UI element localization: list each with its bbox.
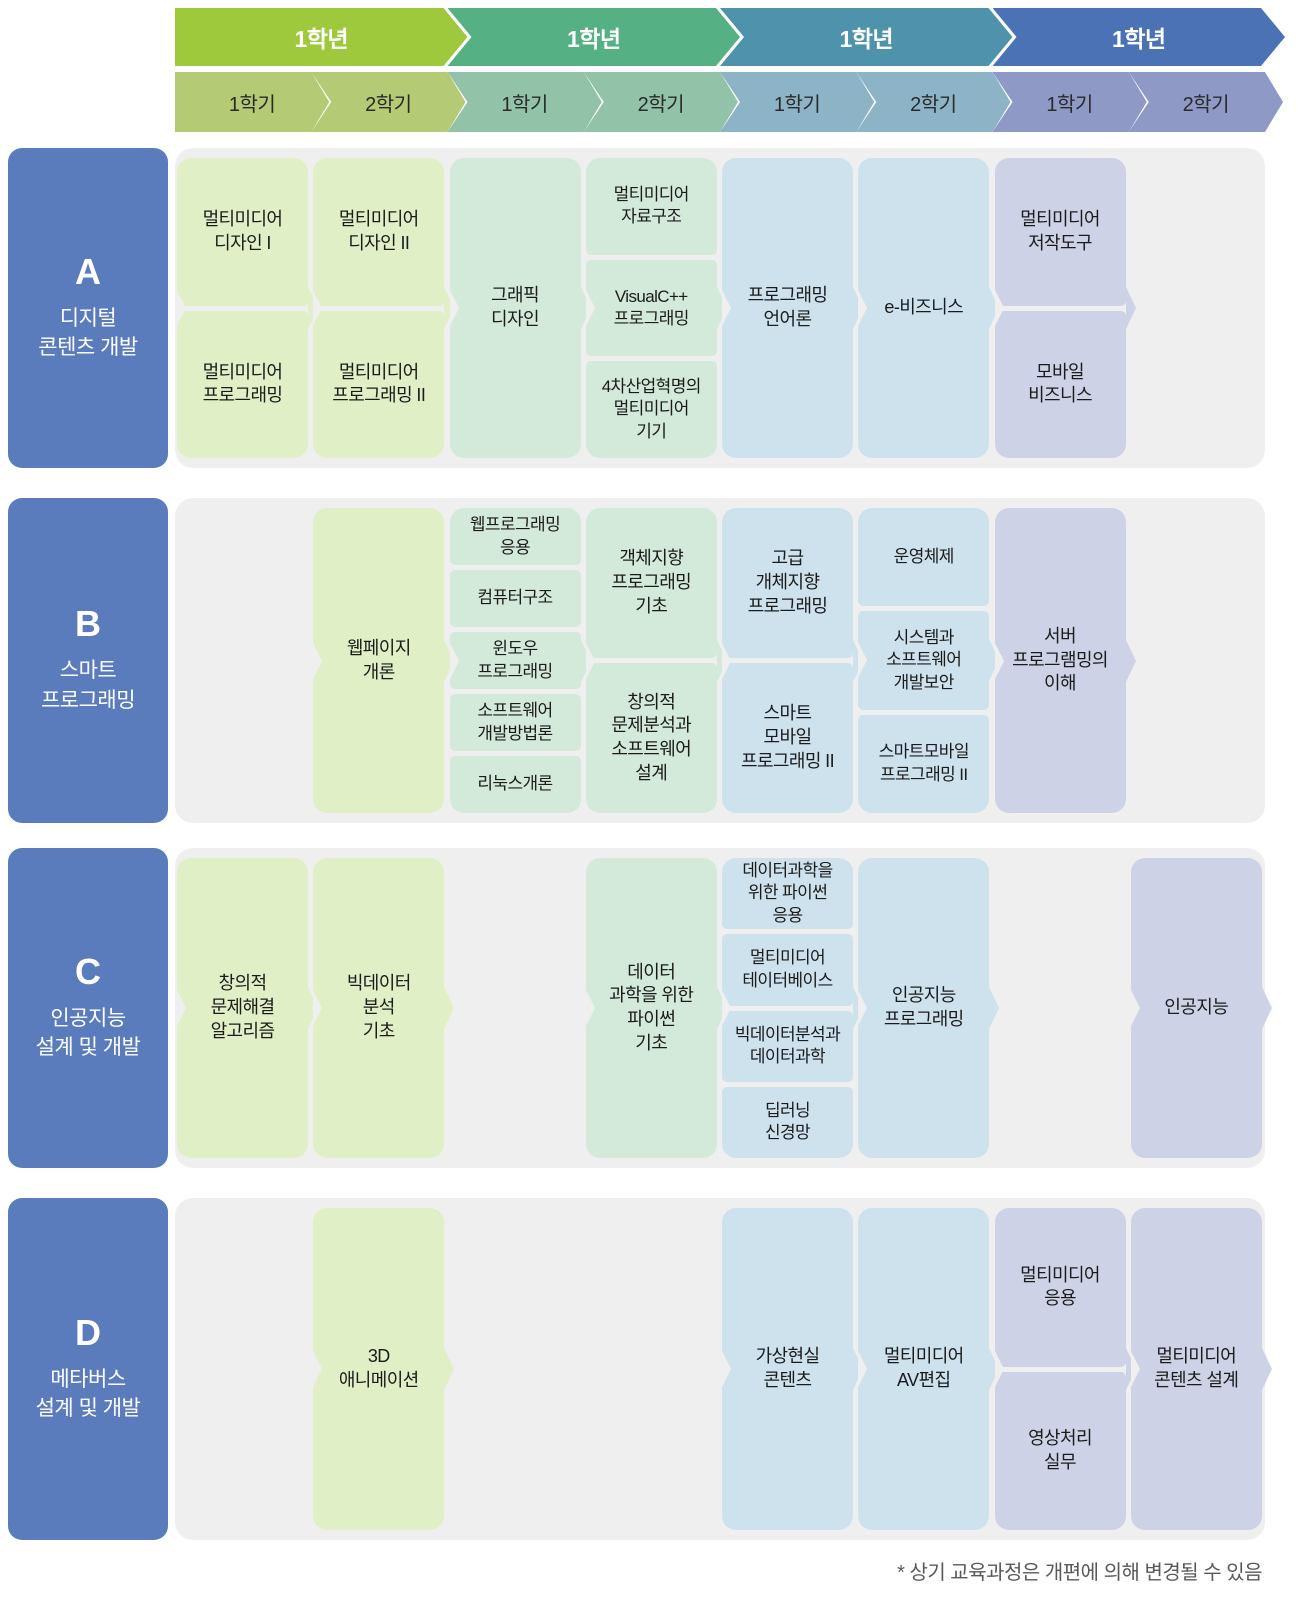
footnote: * 상기 교육과정은 개편에 의해 변경될 수 있음 (897, 1562, 1262, 1584)
year-banner-3: 1학년 (720, 8, 1013, 66)
track-name: 디지털 콘텐츠 개발 (38, 306, 138, 359)
semester-arrow-y1-s1: 1학기 (175, 72, 329, 132)
course-card: 가상현실 콘텐츠 (722, 1208, 853, 1530)
course-card: 객체지향 프로그래밍 기초 (585, 508, 717, 658)
course-card: 멀티미디어 응용 (994, 1208, 1126, 1367)
semester-cell: 멀티미디어 콘텐츠 설계 (1130, 1208, 1262, 1530)
track-letter: A (75, 250, 101, 292)
semester-cell: 인공지능 프로그래밍 (858, 858, 990, 1158)
course-card: 창의적 문제해결 알고리즘 (177, 858, 308, 1158)
course-card: 서버 프로그램밍의 이해 (994, 508, 1126, 813)
course-card: 빅데이터분석과 데이터과학 (722, 1010, 853, 1082)
semester-cell: 서버 프로그램밍의 이해 (994, 508, 1126, 813)
course-card: 그래픽 디자인 (449, 158, 581, 458)
semester-arrow-y4-s1: 1학기 (993, 72, 1147, 132)
track-label-c: C 인공지능 설계 및 개발 (8, 848, 168, 1168)
track-letter: C (75, 950, 101, 992)
course-card: 멀티미디어 디자인 I (177, 158, 308, 306)
course-card: 인공지능 프로그래밍 (858, 858, 990, 1158)
semester-cell: 운영체제 시스템과 소프트웨어 개발보안 스마트모바일 프로그래밍 II (858, 508, 990, 813)
track-label-d: D 메타버스 설계 및 개발 (8, 1198, 168, 1540)
track-letter: B (75, 603, 101, 645)
track-row-d: D 메타버스 설계 및 개발 3D 애니메이션 가상현실 콘텐츠 멀티미디어 AV편… (0, 1198, 1300, 1540)
course-card: 멀티미디어 프로그래밍 II (313, 310, 445, 458)
course-card: 데이터과학을 위한 파이썬 응용 (722, 858, 853, 930)
track-name: 메타버스 설계 및 개발 (35, 1367, 141, 1420)
semester-cell: 그래픽 디자인 (449, 158, 581, 458)
course-card: 멀티미디어 콘텐츠 설계 (1130, 1208, 1262, 1530)
course-card: 컴퓨터구조 (449, 570, 581, 627)
track-label-a: A 디지털 콘텐츠 개발 (8, 148, 168, 468)
course-card: 딥러닝 신경망 (722, 1086, 853, 1158)
semester-cell: 멀티미디어 자료구조 VisualC++ 프로그래밍 4차산업혁명의 멀티미디어 기… (585, 158, 717, 459)
semester-cell: 웹페이지 개론 (313, 508, 445, 813)
course-card: 영상처리 실무 (994, 1371, 1126, 1530)
track-lane-c: 창의적 문제해결 알고리즘 빅데이터 분석 기초 데이터 과학을 위한 파이썬 기초… (175, 848, 1265, 1168)
course-card: VisualC++ 프로그래밍 (585, 259, 717, 357)
course-card: 소프트웨어 개발방법론 (449, 694, 581, 751)
year-banner-4: 1학년 (993, 8, 1286, 66)
course-card: e-비즈니스 (858, 158, 990, 458)
semester-arrow-y1-s2: 2학기 (311, 72, 465, 132)
semester-cell: 멀티미디어 저작도구 모바일 비즈니스 (994, 158, 1126, 458)
course-card: 멀티미디어 디자인 II (313, 158, 445, 306)
semester-cell: 인공지능 (1130, 858, 1262, 1158)
course-card: 데이터 과학을 위한 파이썬 기초 (585, 858, 717, 1158)
course-card: 멀티미디어 자료구조 (585, 158, 717, 255)
course-card: 창의적 문제분석과 소프트웨어 설계 (585, 663, 717, 813)
course-card: 인공지능 (1130, 858, 1262, 1158)
course-card: 3D 애니메이션 (313, 1208, 445, 1530)
semester-cell: 고급 개체지향 프로그래밍 스마트 모바일 프로그래밍 II (722, 508, 853, 813)
semester-cell: 웹프로그래밍 응용 컴퓨터구조 윈도우 프로그래밍 소프트웨어 개발방법론 리눅스개론 (449, 508, 581, 813)
semester-arrow-y3-s2: 2학기 (856, 72, 1010, 132)
semester-cell: 멀티미디어 응용 영상처리 실무 (994, 1208, 1126, 1530)
track-name: 인공지능 설계 및 개발 (35, 1006, 141, 1059)
semester-cell: 3D 애니메이션 (313, 1208, 445, 1530)
semester-cell: 창의적 문제해결 알고리즘 (177, 858, 308, 1158)
track-lane-d: 3D 애니메이션 가상현실 콘텐츠 멀티미디어 AV편집 멀티미디어 응용 영상처리 실… (175, 1198, 1265, 1540)
track-letter: D (75, 1311, 101, 1353)
semester-cell: 멀티미디어 디자인 II 멀티미디어 프로그래밍 II (313, 158, 445, 458)
semester-arrow-y2-s2: 2학기 (584, 72, 738, 132)
year-banner-2: 1학년 (448, 8, 741, 66)
track-row-a: A 디지털 콘텐츠 개발 멀티미디어 디자인 I 멀티미디어 프로그래밍 멀티미디어… (0, 148, 1300, 468)
course-card: 멀티미디어 AV편집 (858, 1208, 990, 1530)
semester-cell: 데이터과학을 위한 파이썬 응용 멀티미디어 테이터베이스 빅데이터분석과 데이터과… (722, 858, 853, 1158)
course-card: 멀티미디어 프로그래밍 (177, 310, 308, 458)
course-card: 웹프로그래밍 응용 (449, 508, 581, 565)
track-lane-a: 멀티미디어 디자인 I 멀티미디어 프로그래밍 멀티미디어 디자인 II 멀티미디어 … (175, 148, 1265, 468)
course-card: 빅데이터 분석 기초 (313, 858, 445, 1158)
course-card: 윈도우 프로그래밍 (449, 632, 581, 689)
semester-arrow-y4-s2: 2학기 (1129, 72, 1283, 132)
year-banner-1: 1학년 (175, 8, 468, 66)
semester-cell: 멀티미디어 디자인 I 멀티미디어 프로그래밍 (177, 158, 308, 458)
track-row-c: C 인공지능 설계 및 개발 창의적 문제해결 알고리즘 빅데이터 분석 기초 데이… (0, 848, 1300, 1168)
semester-cell: 빅데이터 분석 기초 (313, 858, 445, 1158)
course-card: 리눅스개론 (449, 756, 581, 813)
semester-arrow-y2-s1: 1학기 (448, 72, 602, 132)
semester-cell: 프로그래밍 언어론 (722, 158, 853, 458)
semester-cell: 가상현실 콘텐츠 (722, 1208, 853, 1530)
course-card: 4차산업혁명의 멀티미디어 기기 (585, 361, 717, 459)
course-card: 멀티미디어 저작도구 (994, 158, 1126, 306)
course-card: 시스템과 소프트웨어 개발보안 (858, 611, 990, 710)
semester-cell: 데이터 과학을 위한 파이썬 기초 (585, 858, 717, 1158)
semester-cell: e-비즈니스 (858, 158, 990, 458)
track-row-b: B 스마트 프로그래밍 웹페이지 개론 웹프로그래밍 응용 컴퓨터구조 윈도우 프로그… (0, 498, 1300, 823)
course-card: 모바일 비즈니스 (994, 310, 1126, 458)
semester-cell: 멀티미디어 AV편집 (858, 1208, 990, 1530)
track-label-b: B 스마트 프로그래밍 (8, 498, 168, 823)
course-card: 운영체제 (858, 508, 990, 607)
course-card: 스마트모바일 프로그래밍 II (858, 714, 990, 813)
semester-cell: 객체지향 프로그래밍 기초 창의적 문제분석과 소프트웨어 설계 (585, 508, 717, 813)
track-lane-b: 웹페이지 개론 웹프로그래밍 응용 컴퓨터구조 윈도우 프로그래밍 소프트웨어 개발방법… (175, 498, 1265, 823)
course-card: 프로그래밍 언어론 (722, 158, 853, 458)
track-name: 스마트 프로그래밍 (40, 659, 136, 712)
course-card: 멀티미디어 테이터베이스 (722, 934, 853, 1006)
course-card: 웹페이지 개론 (313, 508, 445, 813)
semester-arrow-y3-s1: 1학기 (720, 72, 874, 132)
course-card: 스마트 모바일 프로그래밍 II (722, 663, 853, 813)
course-card: 고급 개체지향 프로그래밍 (722, 508, 853, 658)
